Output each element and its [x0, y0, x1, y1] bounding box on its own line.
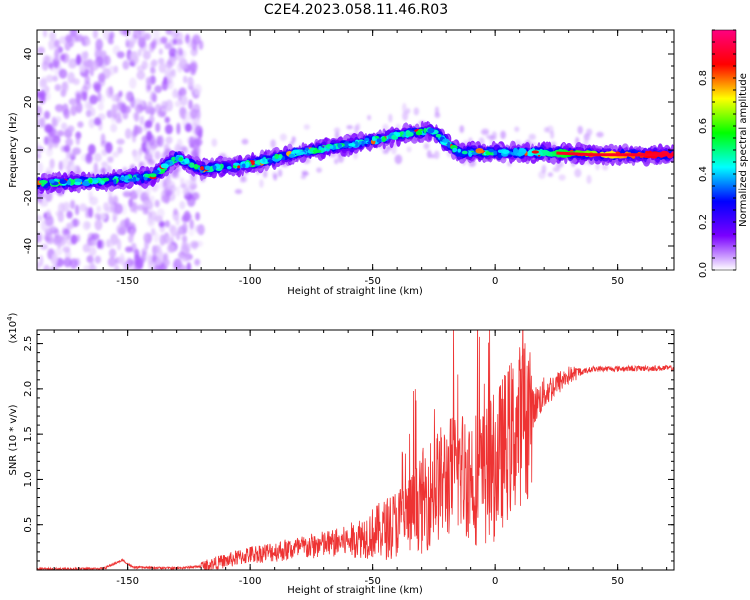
x-tick-label: -150 [116, 576, 139, 587]
colorbar-tick-label: 0.2 [698, 214, 709, 230]
y-tick-label: 40 [23, 48, 34, 61]
spectrogram-x-label: Height of straight line (km) [287, 286, 423, 297]
spectrogram-panel: -150 -100 -50 0 50 -40 -20 0 20 40 Height of stra… [8, 29, 675, 297]
colorbar-tick-label: 0.6 [698, 118, 709, 134]
snr-ticks: -150 -100 -50 0 50 0.5 1.0 1.5 2.0 2.5 [23, 330, 674, 587]
snr-x-label: Height of straight line (km) [287, 585, 423, 596]
x-tick-label: -50 [364, 576, 380, 587]
colorbar-label: Normalized spectral amplitude [738, 73, 749, 227]
y-tick-label: -20 [23, 190, 34, 206]
y-tick-label: 2.5 [23, 336, 34, 352]
spectrogram-ticks: -150 -100 -50 0 50 -40 -20 0 20 40 [23, 29, 674, 287]
snr-scale-factor: (x104) [6, 312, 19, 343]
spectrogram-ridge [37, 120, 674, 195]
x-tick-label: -50 [364, 276, 380, 287]
colorbar: 0.0 0.2 0.4 0.6 0.8 Normalized spectral ampl… [698, 29, 749, 278]
x-tick-label: -100 [239, 276, 262, 287]
colorbar-tick-label: 0.4 [698, 166, 709, 182]
y-tick-label: 1.0 [23, 471, 34, 487]
snr-y-label: SNR (10 * v/v) [8, 404, 19, 475]
colorbar-frame [711, 29, 737, 271]
x-tick-label: 50 [611, 276, 624, 287]
colorbar-tick-label: 0.8 [698, 70, 709, 86]
snr-frame [36, 329, 675, 571]
y-tick-label: 20 [23, 96, 34, 109]
x-tick-label: -150 [116, 276, 139, 287]
colorbar-ticks: 0.0 0.2 0.4 0.6 0.8 [698, 29, 737, 278]
colorbar-gradient [712, 30, 736, 270]
y-tick-label: 0.5 [23, 517, 34, 533]
spectrogram-heatmap [37, 30, 674, 270]
y-tick-label: 2.0 [23, 381, 34, 397]
x-tick-label: 0 [492, 276, 498, 287]
spectrogram-y-label: Frequency (Hz) [8, 112, 19, 188]
colorbar-tick-label: 0.0 [698, 262, 709, 278]
y-tick-label: 0 [23, 147, 34, 153]
x-tick-label: -100 [239, 576, 262, 587]
snr-plot-area [37, 330, 674, 570]
snr-panel: -150 -100 -50 0 50 0.5 1.0 1.5 2.0 2.5 Height of … [6, 312, 675, 596]
spectrogram-noise [37, 30, 609, 270]
x-tick-label: 0 [492, 576, 498, 587]
y-tick-label: 1.5 [23, 426, 34, 442]
snr-series-line [37, 330, 674, 570]
x-tick-label: 50 [611, 576, 624, 587]
figure-title: C2E4.2023.058.11.46.R03 [263, 2, 449, 18]
y-tick-label: -40 [23, 238, 34, 254]
